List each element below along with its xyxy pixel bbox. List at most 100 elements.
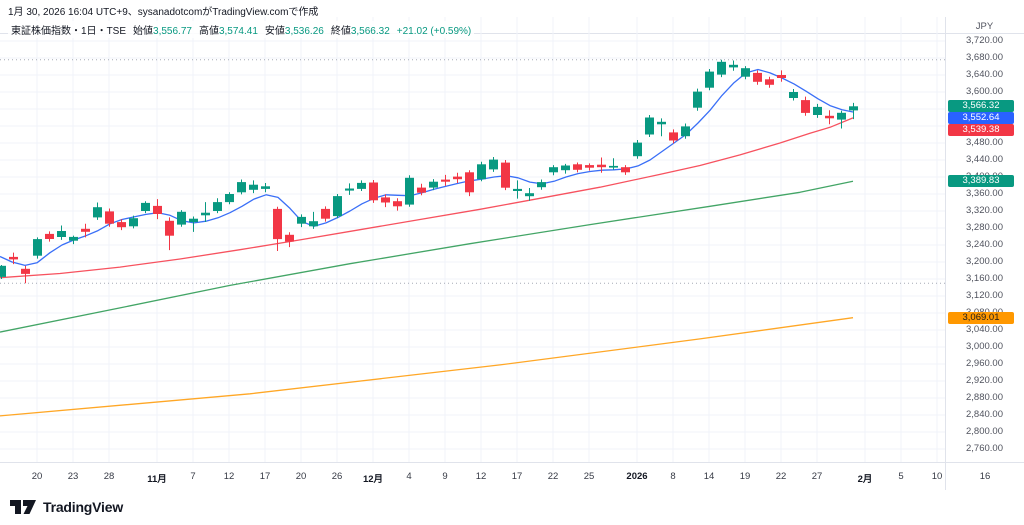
candle-body bbox=[117, 222, 126, 228]
ma-blue-line bbox=[0, 68, 854, 267]
price-tick-label: 3,320.00 bbox=[966, 205, 1003, 216]
candle-body bbox=[93, 207, 102, 218]
candle-body bbox=[561, 165, 570, 171]
candle-body bbox=[381, 197, 390, 203]
time-tick-label: 8 bbox=[670, 471, 676, 482]
time-tick-label: 11月 bbox=[147, 474, 167, 485]
footer: TradingView bbox=[10, 499, 123, 515]
candle-body bbox=[501, 162, 510, 188]
low-value: 3,536.26 bbox=[284, 26, 324, 37]
price-tick-label: 2,960.00 bbox=[966, 358, 1003, 369]
candle bbox=[525, 188, 534, 201]
candle-body bbox=[225, 194, 234, 203]
price-tick-label: 2,920.00 bbox=[966, 375, 1003, 386]
candle-body bbox=[141, 202, 150, 211]
candle-body bbox=[249, 184, 258, 190]
candle bbox=[549, 165, 558, 176]
candle-body bbox=[285, 234, 294, 242]
candle bbox=[345, 183, 354, 195]
price-axis-border bbox=[945, 17, 946, 490]
candle-body bbox=[189, 218, 198, 223]
candle bbox=[393, 198, 402, 211]
candle bbox=[657, 118, 666, 137]
candle-body bbox=[789, 92, 798, 98]
candle-body bbox=[753, 72, 762, 82]
candle-body bbox=[477, 164, 486, 180]
timeframe-label[interactable]: 1日 bbox=[81, 26, 97, 37]
candle bbox=[645, 114, 654, 138]
candle-body bbox=[357, 182, 366, 189]
candle bbox=[381, 194, 390, 208]
candle-body bbox=[417, 187, 426, 193]
candle bbox=[153, 199, 162, 220]
open-label: 始値 bbox=[133, 26, 154, 37]
tradingview-logo-icon[interactable] bbox=[10, 499, 37, 515]
price-tick-label: 3,480.00 bbox=[966, 137, 1003, 148]
candle-body bbox=[69, 236, 78, 241]
candle bbox=[453, 172, 462, 183]
price-tick-label: 3,640.00 bbox=[966, 69, 1003, 80]
price-tick-label: 3,040.00 bbox=[966, 324, 1003, 335]
time-tick-label: 16 bbox=[979, 471, 991, 482]
time-tick-label: 27 bbox=[811, 471, 823, 482]
ma-orange-line bbox=[0, 317, 854, 417]
symbol-title[interactable]: 東証株価指数 bbox=[11, 26, 71, 37]
time-tick-label: 20 bbox=[295, 471, 307, 482]
candle bbox=[189, 216, 198, 232]
candle bbox=[441, 174, 450, 186]
time-tick-label: 2026 bbox=[626, 471, 648, 482]
candle bbox=[57, 225, 66, 240]
candle-body bbox=[813, 106, 822, 115]
candle-body bbox=[261, 186, 270, 189]
candle-body bbox=[621, 167, 630, 173]
candle bbox=[333, 194, 342, 219]
tradingview-logo-text[interactable]: TradingView bbox=[43, 499, 124, 515]
low-label: 安値 bbox=[264, 26, 285, 37]
candle-body bbox=[825, 115, 834, 119]
price-tick-label: 3,600.00 bbox=[966, 86, 1003, 97]
candle bbox=[585, 163, 594, 171]
change-value: +21.02 (+0.59%) bbox=[396, 26, 472, 37]
time-tick-label: 12 bbox=[223, 471, 235, 482]
candle bbox=[117, 219, 126, 231]
candle-body bbox=[777, 75, 786, 78]
candle bbox=[837, 110, 846, 129]
candlestick-chart[interactable] bbox=[0, 17, 945, 462]
time-axis[interactable]: 20 23 28 11月 7 12 17 20 26 12月 4 9 12 17 22 25 2026 8 14 19… bbox=[0, 462, 1024, 495]
candle bbox=[21, 265, 30, 284]
candle-body bbox=[513, 188, 522, 191]
candle bbox=[429, 179, 438, 191]
candle bbox=[489, 157, 498, 172]
candle-body bbox=[345, 188, 354, 191]
candle-body bbox=[609, 165, 618, 168]
candle-body bbox=[741, 68, 750, 77]
ma-green-line bbox=[0, 180, 854, 333]
candle-body bbox=[297, 216, 306, 224]
price-tick-label: 3,440.00 bbox=[966, 154, 1003, 165]
candle bbox=[537, 179, 546, 190]
candle-body bbox=[633, 142, 642, 157]
price-axis[interactable]: JPY 3,720.00 3,680.00 3,640.00 3,600.00 3,56… bbox=[945, 17, 1024, 462]
close-label: 終値 bbox=[330, 26, 351, 37]
candle-body bbox=[321, 208, 330, 219]
price-pane[interactable]: 東証株価指数・1日・TSE 始値3,556.77 高値3,574.41 安値3,536… bbox=[0, 17, 945, 462]
candle bbox=[309, 211, 318, 229]
candle bbox=[813, 103, 822, 118]
candle-body bbox=[273, 208, 282, 240]
candle bbox=[789, 89, 798, 101]
candle-body bbox=[549, 167, 558, 173]
candle-body bbox=[333, 196, 342, 217]
candle bbox=[369, 179, 378, 203]
time-tick-label: 5 bbox=[898, 471, 904, 482]
price-tick-label: 3,160.00 bbox=[966, 273, 1003, 284]
candle bbox=[321, 206, 330, 222]
time-tick-label: 17 bbox=[511, 471, 523, 482]
candle bbox=[693, 88, 702, 111]
candle-body bbox=[57, 231, 66, 237]
time-tick-label: 12月 bbox=[362, 474, 384, 485]
price-badge: 3,389.83 bbox=[948, 175, 1014, 188]
price-tick-label: 3,000.00 bbox=[966, 341, 1003, 352]
candle-body bbox=[645, 117, 654, 135]
time-tick-label: 26 bbox=[331, 471, 343, 482]
candle bbox=[597, 157, 606, 173]
